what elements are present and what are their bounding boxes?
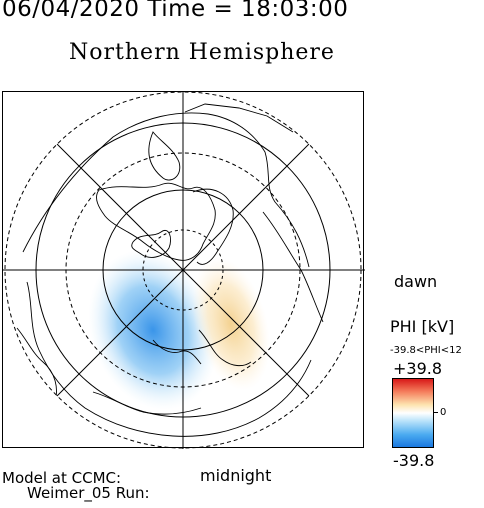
date-time-title: 06/04/2020 Time = 18:03:00 xyxy=(2,0,349,22)
negative-potential-cell xyxy=(88,250,218,410)
polar-map-frame xyxy=(2,91,365,449)
meridian-grid xyxy=(3,92,365,449)
model-label: Model at CCMC: xyxy=(2,469,122,487)
midnight-label: midnight xyxy=(200,466,272,485)
colorbar xyxy=(392,378,434,448)
colorbar-zero-tick xyxy=(433,412,438,413)
positive-potential-cell xyxy=(192,257,270,391)
colorbar-range: -39.8<PHI<12 xyxy=(390,345,462,356)
colorbar-title: PHI [kV] xyxy=(390,317,455,336)
model-run-label: Weimer_05 Run: xyxy=(27,484,150,502)
colorbar-zero-label: 0 xyxy=(440,407,447,418)
polar-potential-map xyxy=(3,92,365,449)
colorbar-max-label: +39.8 xyxy=(393,359,443,378)
colorbar-min-label: -39.8 xyxy=(393,451,435,470)
hemisphere-title: Northern Hemisphere xyxy=(69,40,335,65)
dawn-label: dawn xyxy=(394,272,438,291)
